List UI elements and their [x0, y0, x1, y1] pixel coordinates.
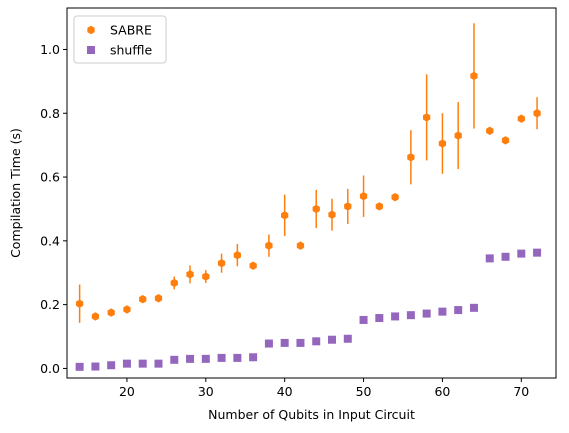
data-point: [422, 309, 431, 318]
series-shuffle: [75, 248, 542, 371]
data-point: [423, 113, 431, 122]
data-point: [406, 311, 415, 320]
x-tick-label: 70: [513, 384, 529, 399]
y-axis: 0.0 0.2 0.4 0.6 0.8 1.0: [40, 42, 67, 376]
data-point: [454, 131, 462, 140]
data-point: [154, 359, 163, 368]
data-point: [486, 126, 494, 135]
data-point: [296, 338, 305, 347]
plot-frame: [66, 7, 557, 379]
data-point: [533, 109, 541, 118]
data-point: [344, 202, 352, 211]
data-point: [501, 136, 510, 145]
legend: SABRE shuffle: [73, 15, 167, 64]
y-tick-label: 1.0: [40, 42, 60, 57]
data-point: [391, 192, 399, 202]
data-point: [438, 139, 447, 148]
data-point: [122, 359, 131, 368]
data-point: [75, 362, 84, 371]
data-point: [281, 211, 289, 220]
legend-marker: [87, 25, 95, 35]
data-point: [170, 355, 179, 364]
data-point: [201, 354, 210, 363]
x-axis: 20 30 40 50 60 70: [119, 378, 529, 399]
data-point: [249, 353, 258, 362]
x-axis-label: Number of Qubits in Input Circuit: [208, 407, 415, 422]
data-point: [533, 248, 542, 257]
y-tick-label: 0.8: [40, 106, 60, 121]
data-point: [407, 153, 415, 162]
y-tick-label: 0.4: [40, 233, 60, 248]
data-point: [312, 337, 321, 346]
data-point: [123, 305, 131, 314]
data-point: [217, 258, 226, 268]
data-point: [517, 249, 526, 258]
legend-box: [73, 15, 167, 64]
data-point: [328, 335, 337, 344]
series-SABRE: [75, 23, 541, 323]
data-point: [501, 252, 510, 261]
data-point: [233, 353, 242, 362]
data-point: [139, 295, 147, 304]
legend-marker: [87, 46, 95, 54]
data-point: [328, 210, 336, 219]
data-point: [280, 338, 289, 347]
data-point: [107, 361, 116, 370]
data-point: [312, 204, 320, 214]
y-axis-label: Compilation Time (s): [8, 128, 23, 258]
data-point: [154, 294, 163, 303]
data-point: [186, 354, 195, 363]
data-point: [517, 114, 525, 123]
data-point: [454, 306, 463, 315]
x-tick-label: 20: [119, 384, 135, 399]
chart-marks: [75, 23, 542, 371]
data-point: [359, 191, 368, 201]
x-tick-label: 40: [277, 384, 293, 399]
data-point: [170, 278, 178, 288]
data-point: [485, 254, 494, 263]
data-point: [296, 241, 305, 250]
data-point: [359, 315, 368, 324]
x-tick-label: 60: [434, 384, 450, 399]
data-point: [470, 71, 478, 81]
data-point: [186, 270, 194, 279]
data-point: [375, 314, 384, 323]
data-point: [438, 307, 447, 316]
data-point: [265, 241, 273, 250]
data-point: [202, 272, 210, 281]
data-point: [469, 303, 478, 312]
data-point: [391, 312, 400, 321]
data-point: [107, 308, 115, 317]
data-point: [91, 362, 100, 371]
data-point: [343, 334, 352, 343]
data-point: [138, 359, 147, 368]
legend-label: SABRE: [110, 23, 152, 38]
y-tick-label: 0.0: [40, 361, 60, 376]
data-point: [264, 339, 273, 348]
legend-label: shuffle: [110, 43, 152, 58]
data-point: [91, 312, 100, 321]
x-tick-label: 30: [198, 384, 214, 399]
x-tick-label: 50: [356, 384, 372, 399]
data-point: [75, 299, 84, 308]
data-point: [375, 202, 383, 211]
y-tick-label: 0.2: [40, 297, 60, 312]
data-point: [233, 251, 241, 260]
data-point: [249, 261, 257, 270]
data-point: [217, 353, 226, 362]
y-tick-label: 0.6: [40, 170, 60, 185]
